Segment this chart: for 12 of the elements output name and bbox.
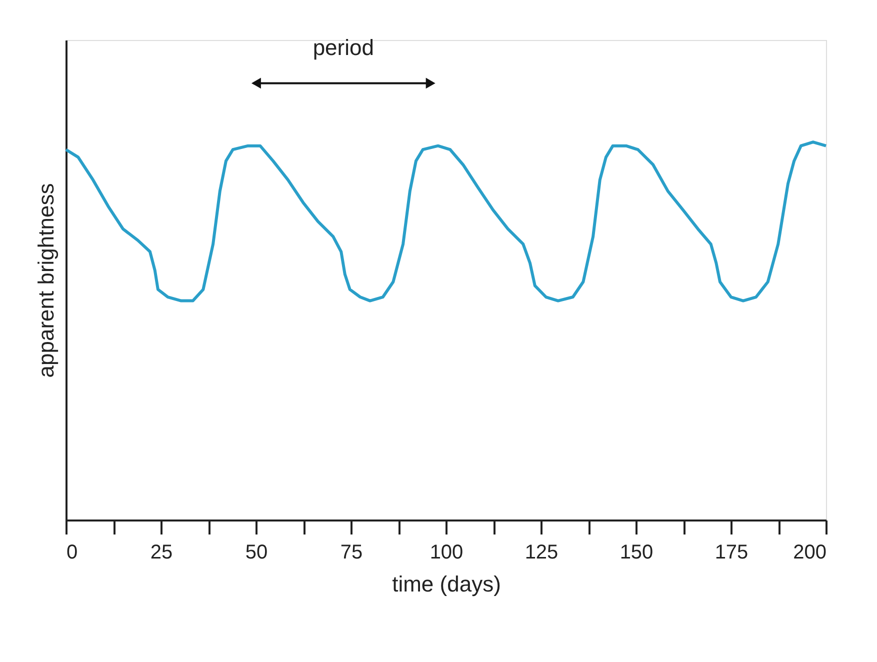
x-tick-label: 75 bbox=[340, 542, 363, 564]
x-tick-label: 150 bbox=[620, 542, 654, 564]
x-tick-label: 25 bbox=[150, 542, 173, 564]
text: period bbox=[312, 35, 374, 60]
x-tick-label: 0 bbox=[66, 542, 78, 564]
x-tick-label: 50 bbox=[245, 542, 268, 564]
x-tick-label: 175 bbox=[714, 542, 748, 564]
x-tick-label: 125 bbox=[524, 542, 558, 564]
x-axis-title: time (days) bbox=[392, 572, 501, 596]
y-axis-title: apparent brightness bbox=[34, 183, 58, 378]
x-tick-label: 200 bbox=[793, 542, 826, 564]
x-tick-label: 100 bbox=[430, 542, 464, 564]
